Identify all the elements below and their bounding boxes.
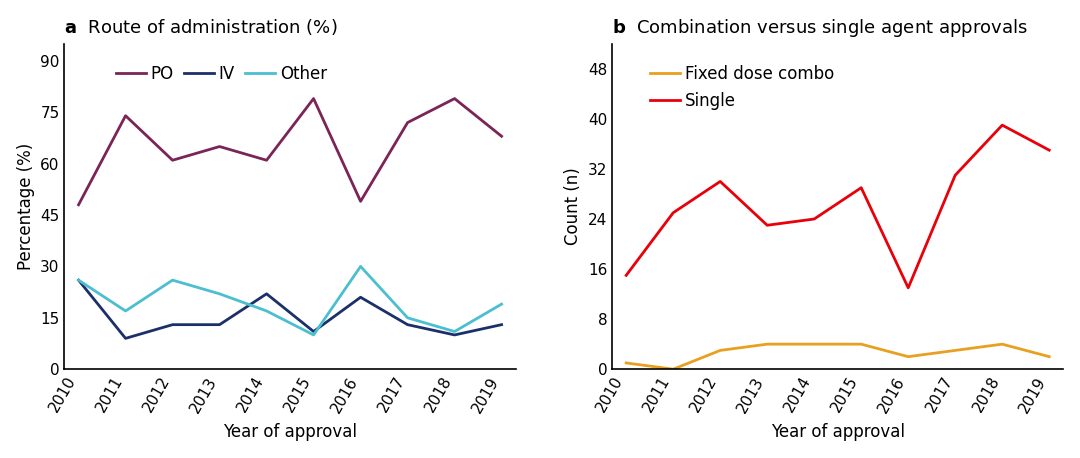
Other [260, 308, 273, 314]
PO [72, 202, 85, 207]
Other [213, 291, 226, 297]
Other [307, 332, 320, 338]
X-axis label: Year of approval: Year of approval [771, 423, 905, 442]
IV [213, 322, 226, 327]
Single [808, 216, 821, 222]
Single [714, 179, 727, 184]
Other [495, 301, 508, 307]
Single [1043, 147, 1056, 153]
Single [666, 210, 679, 216]
Other [448, 329, 461, 334]
Other [401, 315, 414, 321]
IV [401, 322, 414, 327]
Legend: PO, IV, Other: PO, IV, Other [109, 59, 334, 90]
Line: Other: Other [79, 267, 501, 335]
Fixed dose combo [666, 366, 679, 372]
Line: IV: IV [79, 280, 501, 338]
PO [307, 96, 320, 101]
Line: Single: Single [626, 125, 1050, 288]
Line: Fixed dose combo: Fixed dose combo [626, 344, 1050, 369]
IV [260, 291, 273, 297]
Fixed dose combo [854, 341, 867, 347]
IV [495, 322, 508, 327]
IV [166, 322, 179, 327]
Y-axis label: Count (n): Count (n) [565, 168, 582, 245]
Line: PO: PO [79, 98, 501, 205]
Text: $\bf{b}$  Combination versus single agent approvals: $\bf{b}$ Combination versus single agent… [612, 16, 1028, 38]
PO [495, 134, 508, 139]
Single [854, 185, 867, 191]
IV [307, 329, 320, 334]
Fixed dose combo [902, 354, 915, 360]
PO [213, 144, 226, 149]
PO [401, 120, 414, 125]
Single [902, 285, 915, 290]
PO [448, 96, 461, 101]
Text: $\bf{a}$  Route of administration (%): $\bf{a}$ Route of administration (%) [65, 16, 338, 37]
Y-axis label: Percentage (%): Percentage (%) [16, 143, 35, 270]
PO [354, 199, 367, 204]
Single [760, 223, 773, 228]
Other [166, 278, 179, 283]
Single [948, 173, 961, 178]
PO [260, 158, 273, 163]
Other [354, 264, 367, 269]
Other [72, 278, 85, 283]
Single [620, 273, 633, 278]
PO [166, 158, 179, 163]
Fixed dose combo [1043, 354, 1056, 360]
Legend: Fixed dose combo, Single: Fixed dose combo, Single [643, 59, 840, 116]
Single [996, 122, 1009, 128]
IV [448, 332, 461, 338]
Fixed dose combo [808, 341, 821, 347]
IV [354, 294, 367, 300]
IV [119, 336, 132, 341]
X-axis label: Year of approval: Year of approval [224, 423, 357, 442]
Other [119, 308, 132, 314]
Fixed dose combo [760, 341, 773, 347]
Fixed dose combo [620, 360, 633, 365]
Fixed dose combo [996, 341, 1009, 347]
PO [119, 113, 132, 119]
IV [72, 278, 85, 283]
Fixed dose combo [714, 348, 727, 353]
Fixed dose combo [948, 348, 961, 353]
